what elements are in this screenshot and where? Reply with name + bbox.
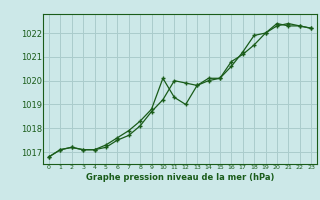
X-axis label: Graphe pression niveau de la mer (hPa): Graphe pression niveau de la mer (hPa) bbox=[86, 173, 274, 182]
